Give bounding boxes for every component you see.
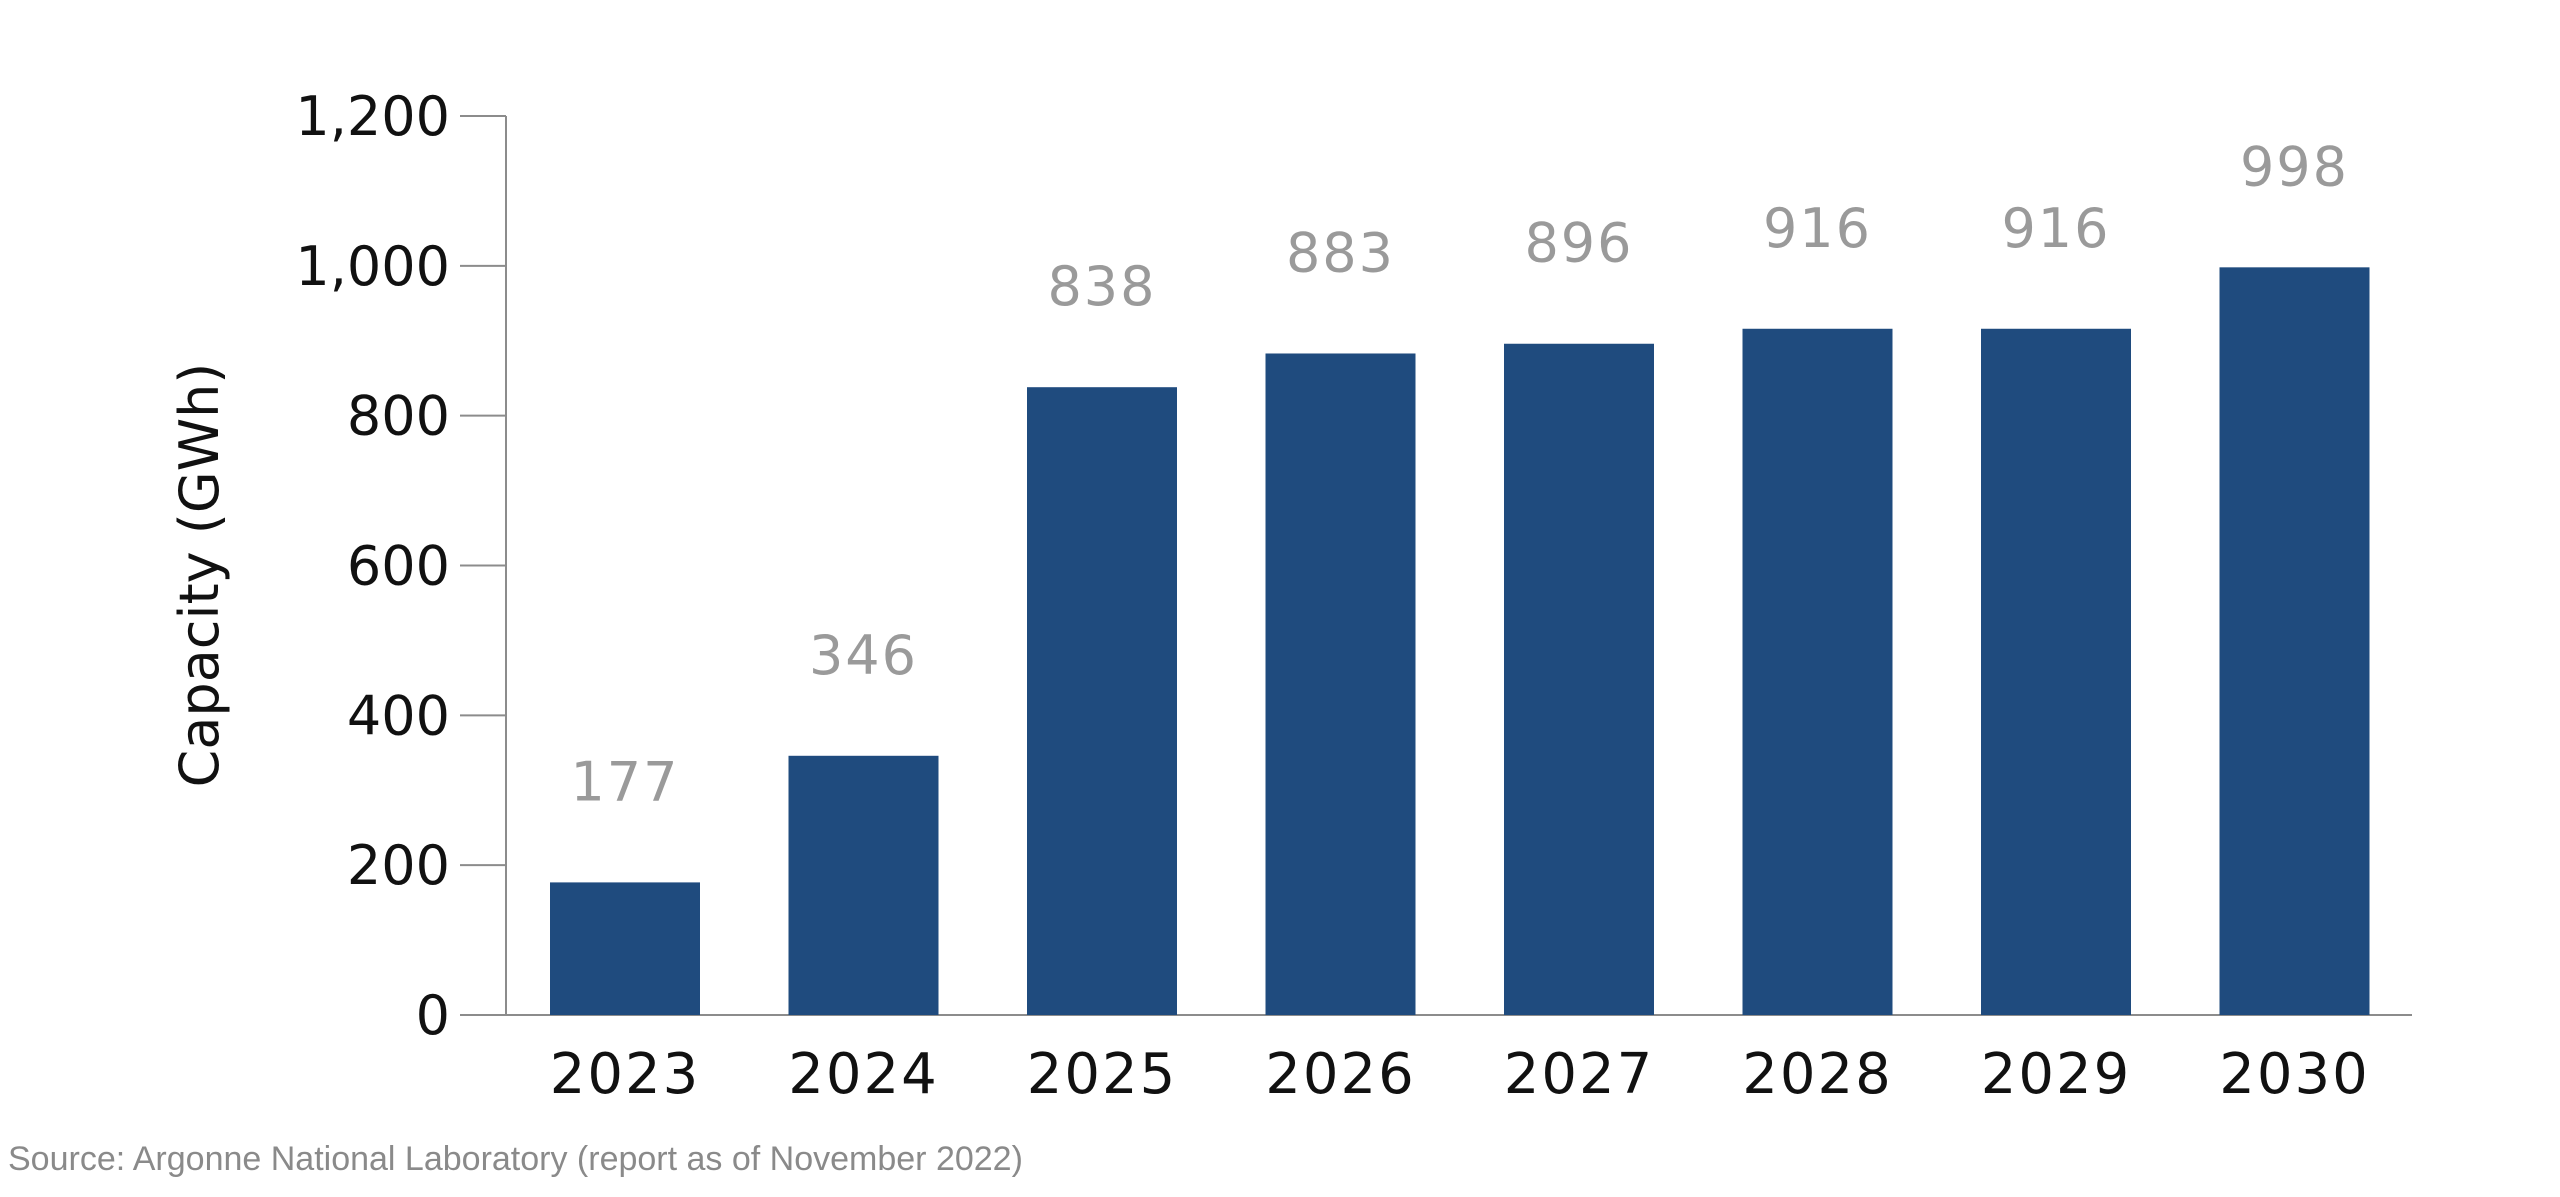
y-tick-label: 200 — [347, 834, 450, 897]
y-tick-label: 800 — [347, 385, 450, 448]
y-axis-title-group: Capacity (GWh) — [168, 363, 231, 788]
bars — [550, 267, 2370, 1016]
x-tick-label: 2026 — [1265, 1042, 1416, 1107]
y-axis-title: Capacity (GWh) — [168, 363, 231, 788]
y-tick-label: 0 — [416, 984, 450, 1047]
data-label: 346 — [809, 624, 918, 687]
x-axis-ticks: 2023 2024 2025 2026 2027 2028 2029 2030 — [550, 1042, 2370, 1107]
data-label: 896 — [1524, 212, 1633, 275]
bar — [1981, 328, 2131, 1016]
bar — [1742, 328, 1893, 1016]
y-tick-label: 600 — [347, 535, 450, 598]
x-tick-label: 2023 — [550, 1042, 701, 1107]
x-tick-label: 2029 — [1981, 1042, 2132, 1107]
x-tick-label: 2030 — [2219, 1042, 2370, 1107]
y-axis-ticks: 0 200 400 600 800 1,000 1,200 — [295, 85, 506, 1047]
y-tick-label: 400 — [347, 684, 450, 747]
bar — [1504, 343, 1654, 1015]
x-tick-label: 2024 — [788, 1042, 939, 1107]
bar — [1265, 353, 1416, 1015]
bar — [788, 755, 939, 1015]
data-label: 916 — [1763, 197, 1872, 260]
x-tick-label: 2025 — [1027, 1042, 1178, 1107]
y-tick-label: 1,200 — [295, 85, 450, 148]
data-label: 916 — [2001, 197, 2110, 260]
source-note: Source: Argonne National Laboratory (rep… — [8, 1140, 1023, 1178]
data-label: 883 — [1286, 221, 1395, 284]
data-labels: 177 346 838 883 896 916 916 998 — [570, 135, 2349, 813]
y-tick-label: 1,000 — [295, 235, 450, 298]
bar — [1027, 387, 1177, 1015]
data-label: 838 — [1047, 255, 1156, 318]
x-tick-label: 2028 — [1742, 1042, 1893, 1107]
bar — [2219, 267, 2370, 1015]
data-label: 998 — [2240, 135, 2349, 198]
bar — [550, 882, 700, 1015]
data-label: 177 — [570, 750, 679, 813]
x-tick-label: 2027 — [1504, 1042, 1655, 1107]
